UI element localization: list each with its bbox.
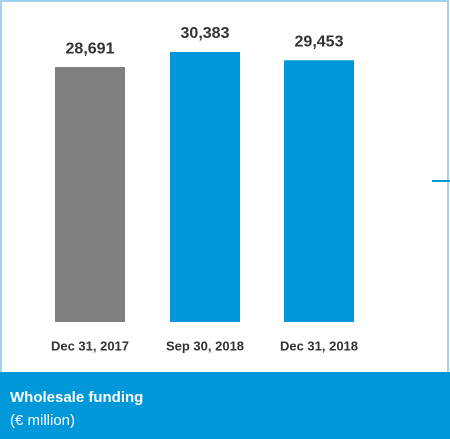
bar <box>55 67 125 322</box>
x-tick-label: Dec 31, 2018 <box>280 338 358 353</box>
value-label: 28,691 <box>66 40 115 57</box>
caption-panel <box>0 372 450 439</box>
bar <box>170 52 240 322</box>
x-tick-label: Sep 30, 2018 <box>166 338 244 353</box>
x-tick-label: Dec 31, 2017 <box>51 338 129 353</box>
chart-title: Wholesale funding <box>10 389 143 406</box>
bar <box>284 60 354 322</box>
value-label: 30,383 <box>181 25 230 42</box>
chart-subtitle: (€ million) <box>10 412 75 429</box>
value-label: 29,453 <box>295 33 344 50</box>
